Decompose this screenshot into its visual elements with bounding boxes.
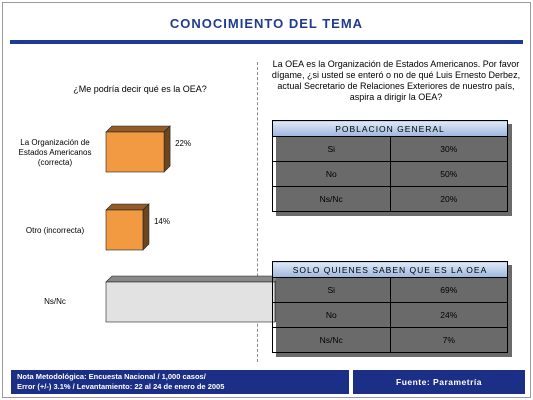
- row-value: 69%: [389, 277, 508, 303]
- table-oea-header: SOLO QUIENES SABEN QUE ES LA OEA: [272, 261, 508, 278]
- panel-divider: [257, 62, 258, 362]
- table-row: No 24%: [272, 302, 508, 328]
- row-value: 20%: [389, 186, 508, 212]
- table-row: Si 69%: [272, 277, 508, 303]
- category-label-nsnc: Ns/Nc: [44, 297, 66, 306]
- bar-value-label: 22%: [175, 139, 191, 148]
- table-row: Ns/Nc 20%: [272, 186, 508, 212]
- bar-0: [105, 125, 171, 173]
- bar-top-face: [105, 275, 282, 283]
- methodology-note: Nota Metodológica: Encuesta Nacional / 1…: [11, 370, 349, 394]
- row-label: No: [272, 302, 391, 328]
- table-general-population: POBLACION GENERAL Si 30% No 50% Ns/Nc 20…: [272, 120, 508, 212]
- title-rule: [10, 40, 523, 44]
- row-label: Ns/Nc: [272, 186, 391, 212]
- row-value: 30%: [389, 136, 508, 162]
- table-know-oea: SOLO QUIENES SABEN QUE ES LA OEA Si 69% …: [272, 261, 508, 353]
- methodology-line-1: Nota Metodológica: Encuesta Nacional / 1…: [17, 372, 206, 381]
- methodology-line-2: Error (+/-) 3.1% / Levantamiento: 22 al …: [17, 382, 225, 391]
- bar-value-label: 14%: [154, 217, 170, 226]
- bar-front-face: [105, 209, 144, 251]
- row-label: No: [272, 161, 391, 187]
- table-general-header: POBLACION GENERAL: [272, 120, 508, 137]
- bar-top-face: [105, 203, 150, 211]
- row-value: 7%: [389, 327, 508, 353]
- bar-front-face: [105, 131, 165, 173]
- right-question: La OEA es la Organización de Estados Ame…: [271, 59, 521, 102]
- source-label: Fuente: Parametría: [353, 370, 525, 394]
- category-label-correct: La Organización de Estados Americanos (c…: [18, 138, 92, 167]
- row-value: 24%: [389, 302, 508, 328]
- left-question: ¿Me podría decir qué es la OEA?: [73, 84, 207, 94]
- bar-front-face: [105, 281, 276, 323]
- bar-2: [105, 275, 282, 323]
- bar-top-face: [105, 125, 171, 133]
- row-label: Si: [272, 277, 391, 303]
- bar-side-face: [163, 125, 171, 173]
- bar-side-face: [142, 203, 150, 251]
- page-title: CONOCIMIENTO DEL TEMA: [169, 16, 364, 31]
- table-row: Si 30%: [272, 136, 508, 162]
- table-row: Ns/Nc 7%: [272, 327, 508, 353]
- table-row: No 50%: [272, 161, 508, 187]
- bar-1: [105, 203, 150, 251]
- category-label-other: Otro (incorrecta): [25, 226, 85, 235]
- row-value: 50%: [389, 161, 508, 187]
- row-label: Si: [272, 136, 391, 162]
- row-label: Ns/Nc: [272, 327, 391, 353]
